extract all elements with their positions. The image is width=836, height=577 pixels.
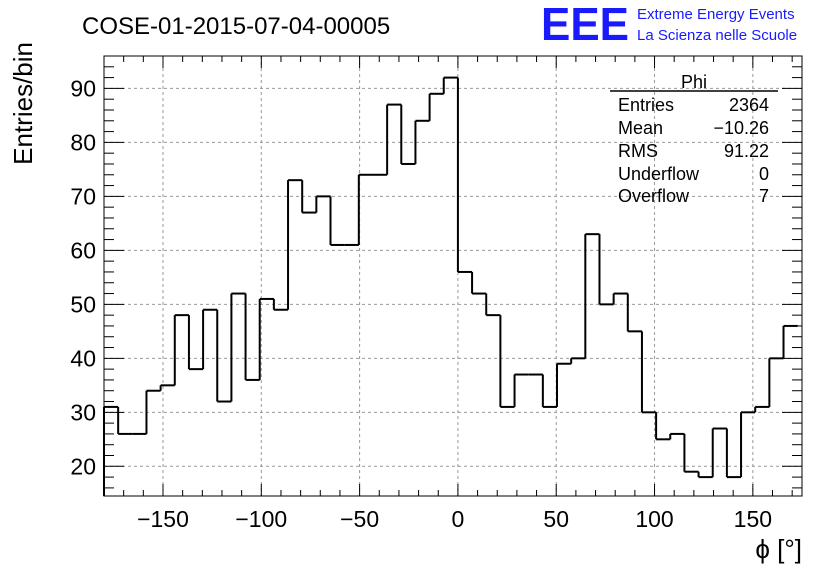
y-tick-label: 50 bbox=[70, 291, 96, 317]
plot-frame bbox=[103, 55, 803, 497]
x-tick-label: −50 bbox=[340, 506, 379, 532]
stats-label-mean: Mean bbox=[618, 118, 663, 138]
stats-value-rms: 91.22 bbox=[724, 141, 769, 161]
stats-value-underflow: 0 bbox=[759, 164, 769, 184]
y-tick-label: 90 bbox=[70, 75, 96, 101]
stats-box: Phi Entries 2364 Mean −10.26 RMS 91.22 U… bbox=[610, 72, 778, 206]
x-tick-label: 100 bbox=[635, 506, 673, 532]
y-axis-label: Entries/bin bbox=[8, 42, 38, 165]
histogram-layer bbox=[103, 76, 798, 496]
y-tick-label: 40 bbox=[70, 345, 96, 371]
y-tick-label: 70 bbox=[70, 183, 96, 209]
x-tick-label: 0 bbox=[452, 506, 465, 532]
y-tick-label: 30 bbox=[70, 399, 96, 425]
y-tick-label: 20 bbox=[70, 453, 96, 479]
stats-label-entries: Entries bbox=[618, 95, 674, 115]
y-tick-label: 80 bbox=[70, 129, 96, 155]
logo-tagline-2: La Scienza nelle Scuole bbox=[637, 27, 797, 44]
stats-value-entries: 2364 bbox=[729, 95, 769, 115]
x-tick-label: 50 bbox=[543, 506, 569, 532]
x-axis-label: ϕ [°] bbox=[755, 534, 802, 564]
eee-logo: EEE bbox=[541, 0, 629, 50]
stats-label-underflow: Underflow bbox=[618, 164, 700, 184]
stats-value-overflow: 7 bbox=[759, 186, 769, 206]
x-tick-label: 150 bbox=[734, 506, 772, 532]
grid-layer bbox=[104, 56, 802, 496]
run-id-title: COSE-01-2015-07-04-00005 bbox=[82, 13, 390, 40]
logo-tagline-1: Extreme Energy Events bbox=[637, 6, 795, 23]
x-tick-label: −150 bbox=[137, 506, 189, 532]
stats-value-mean: −10.26 bbox=[713, 118, 769, 138]
y-tick-label: 60 bbox=[70, 237, 96, 263]
stats-label-rms: RMS bbox=[618, 141, 658, 161]
x-tick-label: −100 bbox=[235, 506, 287, 532]
tick-layer bbox=[103, 56, 802, 496]
stats-label-overflow: Overflow bbox=[618, 186, 690, 206]
stats-title: Phi bbox=[681, 72, 707, 92]
